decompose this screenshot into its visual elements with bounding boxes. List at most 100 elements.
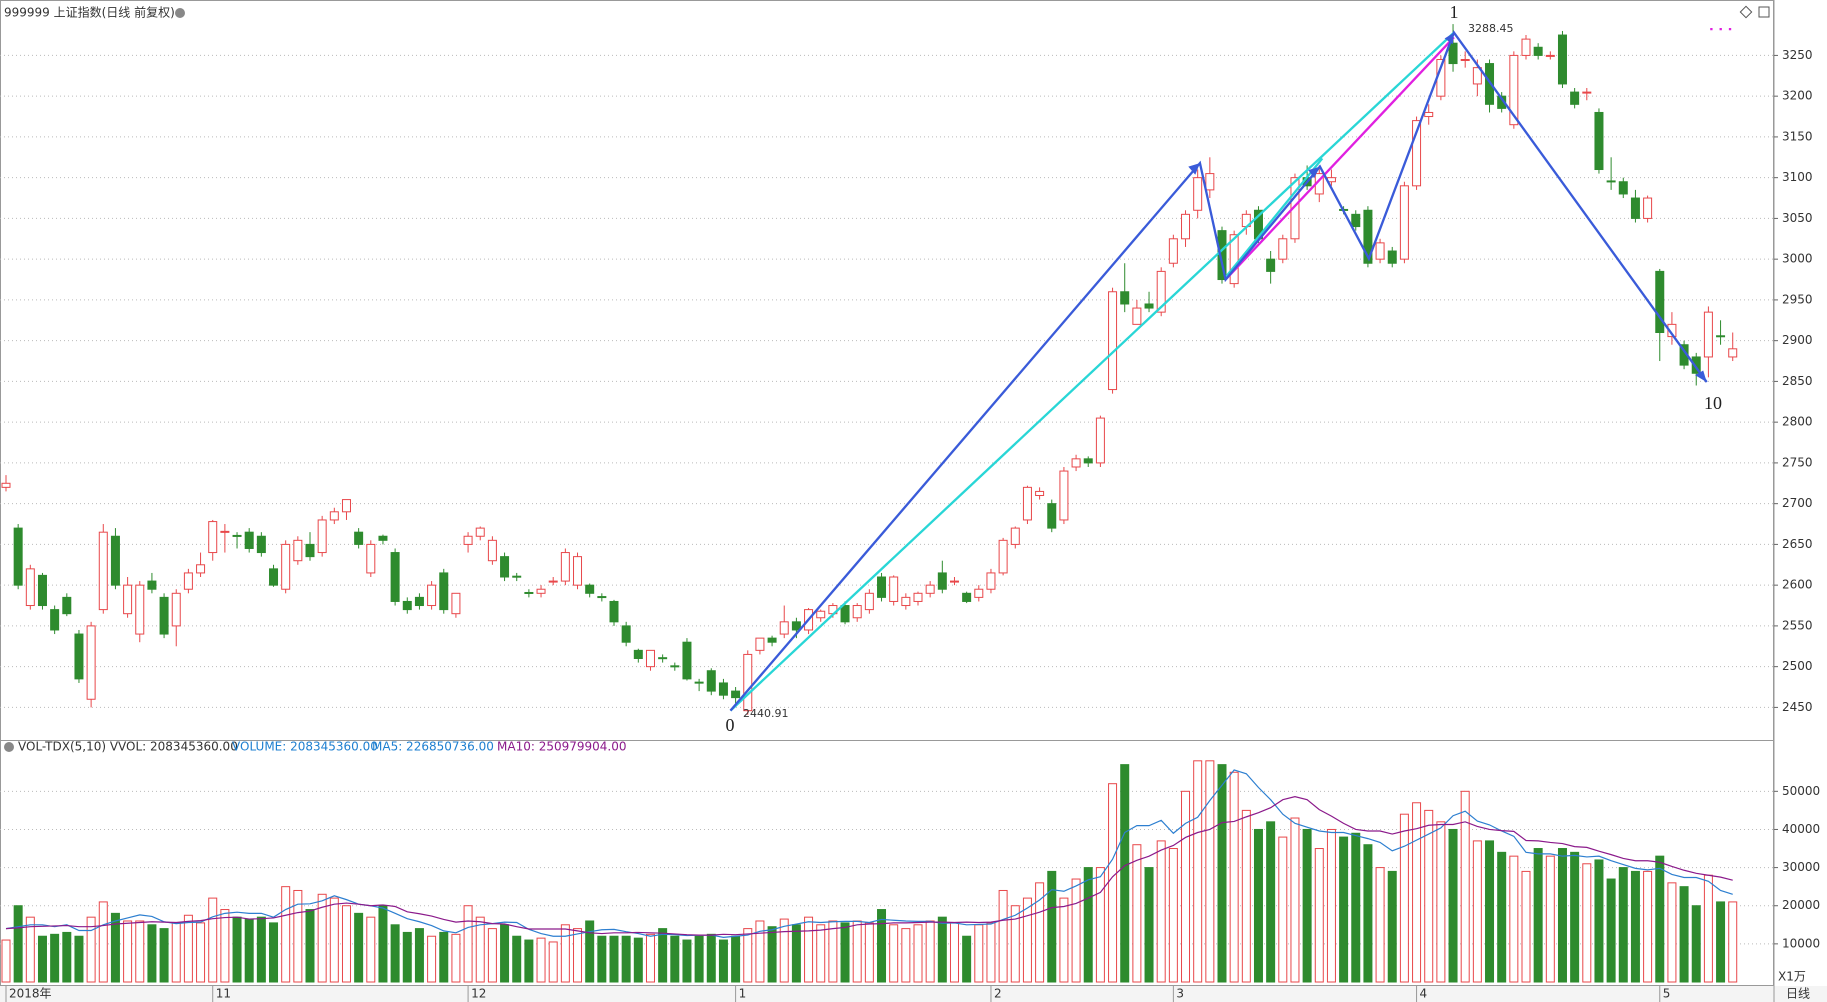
volume-bar: [1728, 901, 1738, 983]
candle-body: [889, 576, 899, 602]
candle-body: [1691, 356, 1701, 374]
y-tick-label: 3100: [1782, 170, 1813, 184]
candle-body: [37, 574, 47, 607]
candle-body: [658, 657, 668, 660]
wave-label: 10: [1704, 393, 1722, 413]
volume-bar: [244, 918, 254, 983]
candle-body: [1132, 307, 1142, 325]
candle-body: [512, 575, 522, 578]
candle-body: [1643, 197, 1653, 219]
y-tick-label: 3200: [1782, 89, 1813, 103]
volume-bar: [645, 933, 655, 983]
volume-bar: [1630, 870, 1640, 983]
y-tick-label: 2500: [1782, 659, 1813, 673]
wave-label: 1: [1450, 2, 1459, 22]
candle-body: [196, 564, 206, 574]
candle-body: [135, 584, 145, 635]
candle-body: [755, 637, 765, 651]
volume-bar: [1570, 851, 1580, 983]
candle-body: [597, 596, 607, 599]
candle-body: [864, 592, 874, 611]
candle-body: [1387, 250, 1397, 264]
y2-tick-label: 50000: [1782, 784, 1820, 798]
volume-bar: [1193, 760, 1203, 983]
candle-body: [1716, 335, 1726, 338]
volume-bar: [1059, 897, 1069, 983]
candle-body: [354, 531, 364, 545]
volume-bar: [25, 916, 35, 983]
arrow-head: [1188, 163, 1200, 175]
candle-body: [1655, 270, 1665, 334]
volume-bar: [390, 924, 400, 983]
candle-body: [1509, 54, 1519, 126]
candle-body: [1618, 181, 1628, 195]
candle-body: [13, 527, 23, 586]
candle-body: [816, 610, 826, 619]
candle-body: [925, 584, 935, 594]
volume-bar: [475, 916, 485, 983]
volume-bar: [451, 933, 461, 983]
candle-body: [1594, 111, 1604, 171]
candle-body: [986, 572, 996, 590]
volume-bar: [877, 909, 887, 983]
chart-title: 999999 上证指数(日线 前复权): [4, 5, 175, 20]
candle-body: [25, 568, 35, 607]
volume-bar: [828, 920, 838, 983]
wave-drawings: [729, 27, 1739, 712]
volume-bar: [779, 918, 789, 983]
candle-body: [548, 580, 558, 583]
candle-body: [1120, 291, 1130, 305]
candle-body: [573, 556, 583, 586]
volume-bar: [706, 933, 716, 983]
volume-bar: [864, 922, 874, 983]
diamond-icon[interactable]: [1739, 5, 1753, 19]
volume-bar: [1071, 878, 1081, 983]
y2-tick-label: 30000: [1782, 860, 1820, 874]
panel-icon[interactable]: [1758, 6, 1770, 18]
candle-body: [98, 531, 108, 611]
y-tick-label: 2650: [1782, 537, 1813, 551]
candle-body: [281, 543, 291, 590]
candle-body: [718, 682, 728, 696]
y-tick-label: 2800: [1782, 415, 1813, 429]
volume-bar: [937, 916, 947, 983]
volume-bar: [341, 905, 351, 983]
volume-bar: [1302, 828, 1312, 983]
volume-bar: [1229, 771, 1239, 983]
volume-bar: [37, 935, 47, 983]
period-label: 日线: [1786, 987, 1810, 1001]
x-tick-label: 12: [471, 987, 486, 1001]
volume-bar: [621, 935, 631, 983]
volume-bar: [682, 939, 692, 983]
candle-body: [621, 625, 631, 643]
volume-bar: [840, 922, 850, 983]
volume-bar: [913, 924, 923, 983]
volume-bar: [560, 924, 570, 983]
volume-bar: [1083, 867, 1093, 983]
y-tick-label: 2850: [1782, 374, 1813, 388]
candle-body: [791, 621, 801, 631]
volume-header: MA5: 226850736.00: [372, 740, 494, 754]
candle-body: [183, 572, 193, 590]
candle-body: [877, 576, 887, 598]
volume-bar: [1278, 836, 1288, 983]
volume-icon[interactable]: [4, 742, 14, 752]
volume-bar: [1533, 848, 1543, 983]
volume-bar: [1010, 905, 1020, 983]
y-tick-label: 2950: [1782, 292, 1813, 306]
volume-bar: [1606, 878, 1616, 983]
candle-body: [1205, 173, 1215, 191]
volume-bar: [1035, 882, 1045, 983]
candle-body: [1010, 527, 1020, 545]
volume-bar: [1144, 867, 1154, 983]
candle-body: [974, 588, 984, 598]
volume-bar: [171, 922, 181, 983]
title-icon[interactable]: [175, 8, 185, 18]
volume-bar: [366, 916, 376, 983]
candle-body: [293, 539, 303, 562]
x-tick-label: 11: [216, 987, 231, 1001]
volume-bar: [1095, 867, 1105, 983]
candle-body: [1351, 213, 1361, 228]
volume-bar: [889, 924, 899, 983]
